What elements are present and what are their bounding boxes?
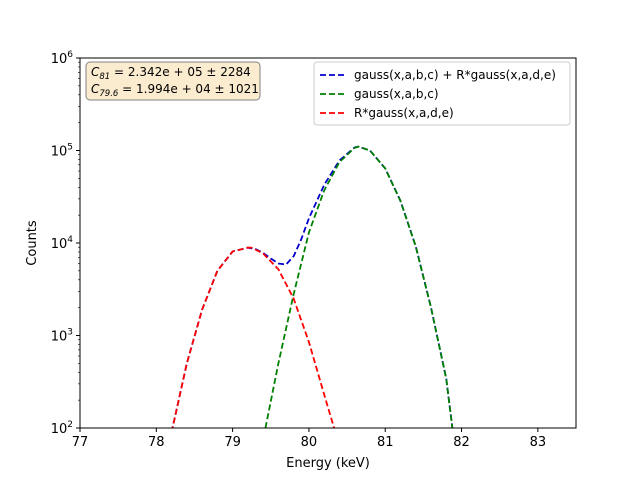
y-axis-ticks: 102 103 104 105 106	[51, 50, 80, 437]
series-line-2	[171, 246, 335, 428]
x-axis-ticks: 77 78 79 80 81 82 83	[72, 428, 546, 450]
annotation-line-1: C81 = 2.342e + 05 ± 2284	[91, 65, 251, 82]
y-tick-label: 102	[51, 420, 73, 437]
x-tick-label: 78	[148, 435, 165, 450]
legend-label-total: gauss(x,a,b,c) + R*gauss(x,a,d,e)	[354, 68, 556, 82]
y-tick-label: 106	[51, 50, 74, 67]
legend: gauss(x,a,b,c) + R*gauss(x,a,d,e) gauss(…	[313, 61, 571, 126]
annotation-line-2: C79.6 = 1.994e + 04 ± 1021	[91, 82, 259, 99]
x-axis-label: Energy (keV)	[286, 456, 370, 471]
x-tick-label: 77	[72, 435, 89, 450]
legend-frame	[313, 61, 571, 126]
x-tick-label: 83	[530, 435, 547, 450]
legend-label-gauss-secondary: R*gauss(x,a,d,e)	[354, 106, 454, 120]
x-tick-label: 80	[301, 435, 318, 450]
annotation-background	[85, 61, 261, 101]
y-tick-label: 104	[51, 235, 74, 252]
x-tick-label: 81	[377, 435, 394, 450]
series-line-1	[264, 145, 454, 428]
x-tick-label: 79	[224, 435, 241, 450]
y-axis-label: Counts	[25, 220, 40, 266]
annotation-box: C81 = 2.342e + 05 ± 2284 C79.6 = 1.994e …	[85, 61, 261, 101]
y-tick-label: 105	[51, 143, 73, 160]
y-tick-label: 103	[51, 328, 73, 345]
series-layer	[171, 145, 454, 428]
x-tick-label: 82	[453, 435, 470, 450]
legend-label-gauss-main: gauss(x,a,b,c)	[354, 87, 439, 101]
